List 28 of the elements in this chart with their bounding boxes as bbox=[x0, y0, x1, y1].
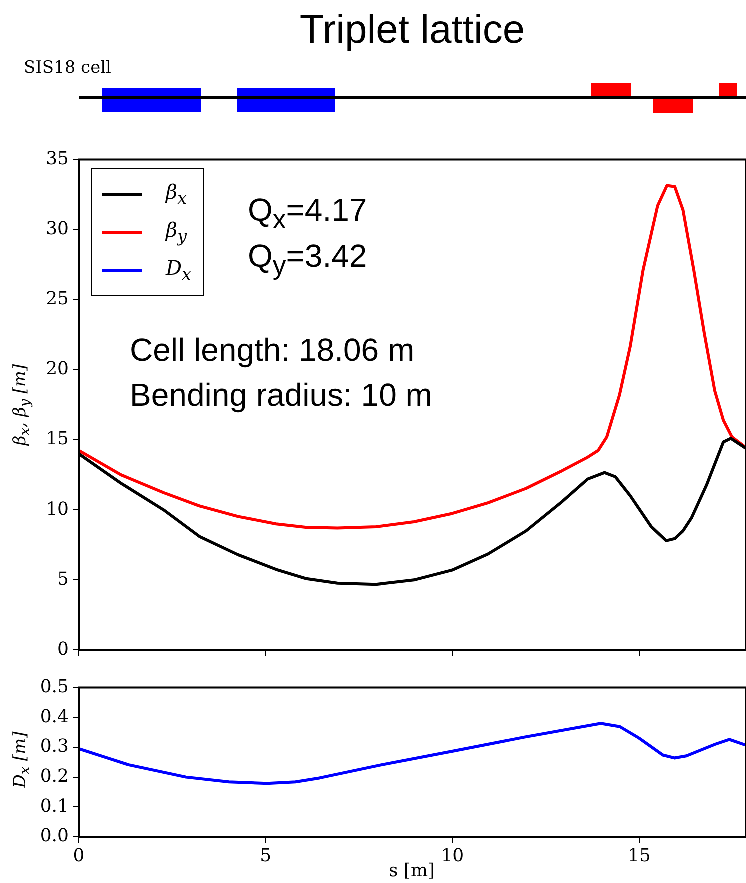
y-tick-label: 25 bbox=[46, 288, 69, 310]
annotation: Bending radius: 10 m bbox=[130, 377, 432, 414]
y-tick-label: 0.5 bbox=[40, 676, 69, 698]
y-tick-label: 0.4 bbox=[40, 706, 69, 728]
x-tick-label: 0 bbox=[73, 845, 85, 866]
y-tick-label: 0.3 bbox=[40, 736, 69, 758]
text: SIS18 cell bbox=[24, 58, 112, 78]
y-tick-label: 10 bbox=[46, 498, 69, 520]
annotation: Q$_{x}$=4.17 bbox=[248, 192, 368, 236]
legend-label: β$_{x}$ bbox=[166, 180, 187, 208]
x-tick-label: 5 bbox=[260, 845, 272, 866]
y-tick-label: 0 bbox=[58, 638, 69, 660]
legend-label: D$_{x}$ bbox=[166, 256, 192, 284]
annotation: Q$_{y}$=3.42 bbox=[248, 238, 368, 282]
y-tick-label: 0.2 bbox=[40, 766, 69, 787]
legend-label: β$_{y}$ bbox=[166, 218, 187, 246]
x-tick-label: 15 bbox=[628, 845, 651, 866]
y-tick-label: 0.0 bbox=[40, 826, 69, 847]
y-tick-label: 30 bbox=[46, 218, 69, 240]
y-tick-label: 20 bbox=[46, 358, 69, 380]
y-tick-label: 15 bbox=[46, 428, 69, 450]
x-axis-title: s [m] bbox=[388, 860, 436, 882]
y-tick-label: 5 bbox=[58, 568, 69, 590]
y-tick-label: 35 bbox=[46, 148, 69, 170]
annotation: Cell length: 18.06 m bbox=[130, 332, 415, 369]
chart-title: Triplet lattice bbox=[298, 8, 526, 53]
y-tick-label: 0.1 bbox=[40, 796, 69, 817]
x-tick-label: 10 bbox=[441, 845, 464, 866]
